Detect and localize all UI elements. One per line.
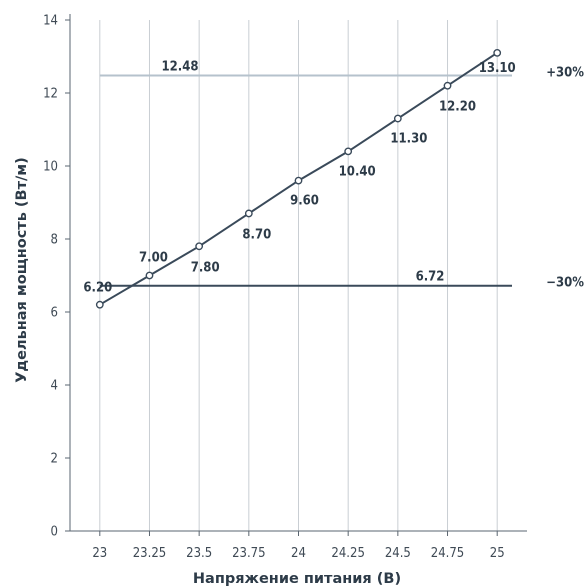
reference-line-percent: +30%	[546, 65, 584, 80]
reference-line-label: 12.48	[162, 59, 199, 74]
y-axis-title: Удельная мощность (Вт/м)	[14, 157, 30, 383]
data-point	[195, 242, 204, 251]
data-point	[493, 48, 502, 57]
data-point	[393, 114, 402, 123]
y-tick-label: 0	[51, 525, 58, 540]
y-tick-label: 14	[43, 14, 58, 29]
x-tick-label: 24	[291, 546, 306, 561]
x-axis-title: Напряжение питания (В)	[193, 571, 401, 587]
series	[95, 48, 502, 309]
data-label: 9.60	[290, 194, 319, 209]
data-point	[443, 81, 452, 90]
x-tick-label: 24.25	[331, 546, 364, 561]
y-tick-label: 2	[51, 452, 58, 467]
reference-line-label: 6.72	[416, 270, 445, 285]
y-tick-label: 10	[43, 160, 58, 175]
x-tick-label: 23.25	[133, 546, 166, 561]
data-label: 6.20	[83, 281, 112, 296]
data-point	[244, 209, 253, 218]
x-tick-label: 23	[92, 546, 107, 561]
x-tick-label: 23.75	[232, 546, 265, 561]
data-labels: 6.20 7.00 7.80 8.70 9.60 10.40 11.30 12.20 13.10	[83, 61, 515, 296]
reference-line-percent: −30%	[546, 276, 584, 291]
data-label: 7.80	[191, 260, 220, 275]
data-point	[95, 300, 104, 309]
data-label: 10.40	[339, 164, 376, 179]
data-label: 11.30	[390, 132, 427, 147]
data-point	[145, 271, 154, 280]
data-label: 7.00	[139, 251, 168, 266]
axes: 23 23.25 23.5 23.75 24 24.25 24.5 24.75 25024681…	[43, 14, 527, 561]
x-tick-label: 25	[490, 546, 505, 561]
data-label: 8.70	[242, 227, 271, 242]
grid	[99, 20, 498, 531]
data-label: 12.20	[439, 100, 476, 115]
y-tick-label: 8	[51, 233, 58, 248]
x-tick-label: 24.5	[385, 546, 411, 561]
x-tick-label: 24.75	[431, 546, 464, 561]
y-tick-label: 12	[43, 87, 58, 102]
data-point	[294, 176, 303, 185]
reference-lines: 12.48 +30% 6.72 −30%	[99, 59, 584, 291]
data-label: 13.10	[479, 61, 516, 76]
data-point	[344, 147, 353, 156]
y-tick-label: 4	[51, 379, 58, 394]
y-tick-label: 6	[51, 306, 58, 321]
x-tick-label: 23.5	[186, 546, 212, 561]
